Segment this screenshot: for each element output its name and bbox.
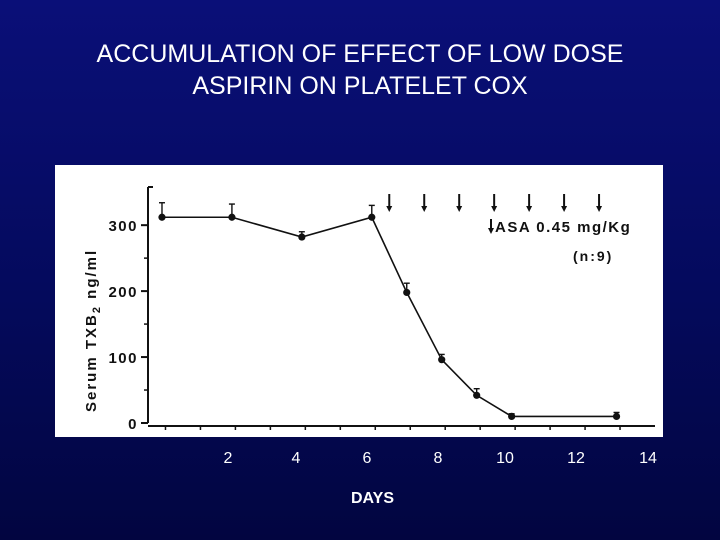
- y-tick-label: 0: [128, 416, 138, 433]
- legend-arrow-head: [488, 228, 494, 234]
- chart-frame: [147, 186, 655, 430]
- dose-arrow-head: [456, 206, 463, 212]
- title-line-1: ACCUMULATION OF EFFECT OF LOW DOSE: [96, 40, 624, 68]
- data-point: [158, 213, 166, 221]
- x-tick-label: 14: [639, 450, 657, 467]
- data-point: [438, 356, 446, 364]
- y-label-unit: ng/ml: [83, 249, 100, 305]
- data-point: [368, 213, 376, 221]
- y-axis-ticks: 0 100 200 300: [108, 218, 148, 433]
- title-line-2: ASPIRIN ON PLATELET COX: [192, 72, 528, 100]
- x-tick-label: 6: [362, 450, 372, 467]
- data-point: [228, 213, 236, 221]
- y-axis-label: Serum TXB2 ng/ml: [83, 249, 103, 412]
- dose-arrow-head: [421, 206, 428, 212]
- x-tick-label: 8: [433, 450, 443, 467]
- x-tick-label: 10: [496, 450, 514, 467]
- x-tick-label: 12: [567, 450, 585, 467]
- y-tick-label: 100: [108, 350, 138, 367]
- dose-arrow-head: [596, 206, 603, 212]
- data-series: [158, 202, 621, 421]
- dose-arrow-head: [491, 206, 498, 212]
- series-line: [161, 216, 617, 418]
- data-point: [612, 412, 621, 421]
- chart-panel: 0 100 200 300 Serum TXB2 ng/ml ASA 0.45 mg/…: [55, 165, 663, 437]
- dose-annotation: ASA 0.45 mg/Kg: [495, 219, 631, 236]
- data-point: [473, 391, 481, 399]
- x-tick-label: 2: [223, 450, 233, 467]
- data-point: [298, 233, 306, 241]
- x-tick-label: 4: [291, 450, 301, 467]
- sample-size-annotation: (n:9): [573, 248, 613, 264]
- slide-title: ACCUMULATION OF EFFECT OF LOW DOSE ASPIR…: [0, 38, 720, 102]
- line-chart: 0 100 200 300 Serum TXB2 ng/ml ASA 0.45 mg/…: [83, 186, 655, 433]
- dose-arrow-head: [526, 206, 533, 212]
- y-tick-label: 200: [108, 284, 138, 301]
- data-point: [508, 412, 516, 421]
- dose-markers: [386, 194, 603, 234]
- y-tick-label: 300: [108, 218, 138, 235]
- x-axis-label: DAYS: [351, 490, 394, 507]
- y-label-main: Serum TXB: [83, 313, 100, 412]
- dose-arrow-head: [561, 206, 568, 212]
- data-point: [403, 288, 411, 297]
- y-label-subscript: 2: [91, 305, 103, 313]
- dose-arrow-head: [386, 206, 393, 212]
